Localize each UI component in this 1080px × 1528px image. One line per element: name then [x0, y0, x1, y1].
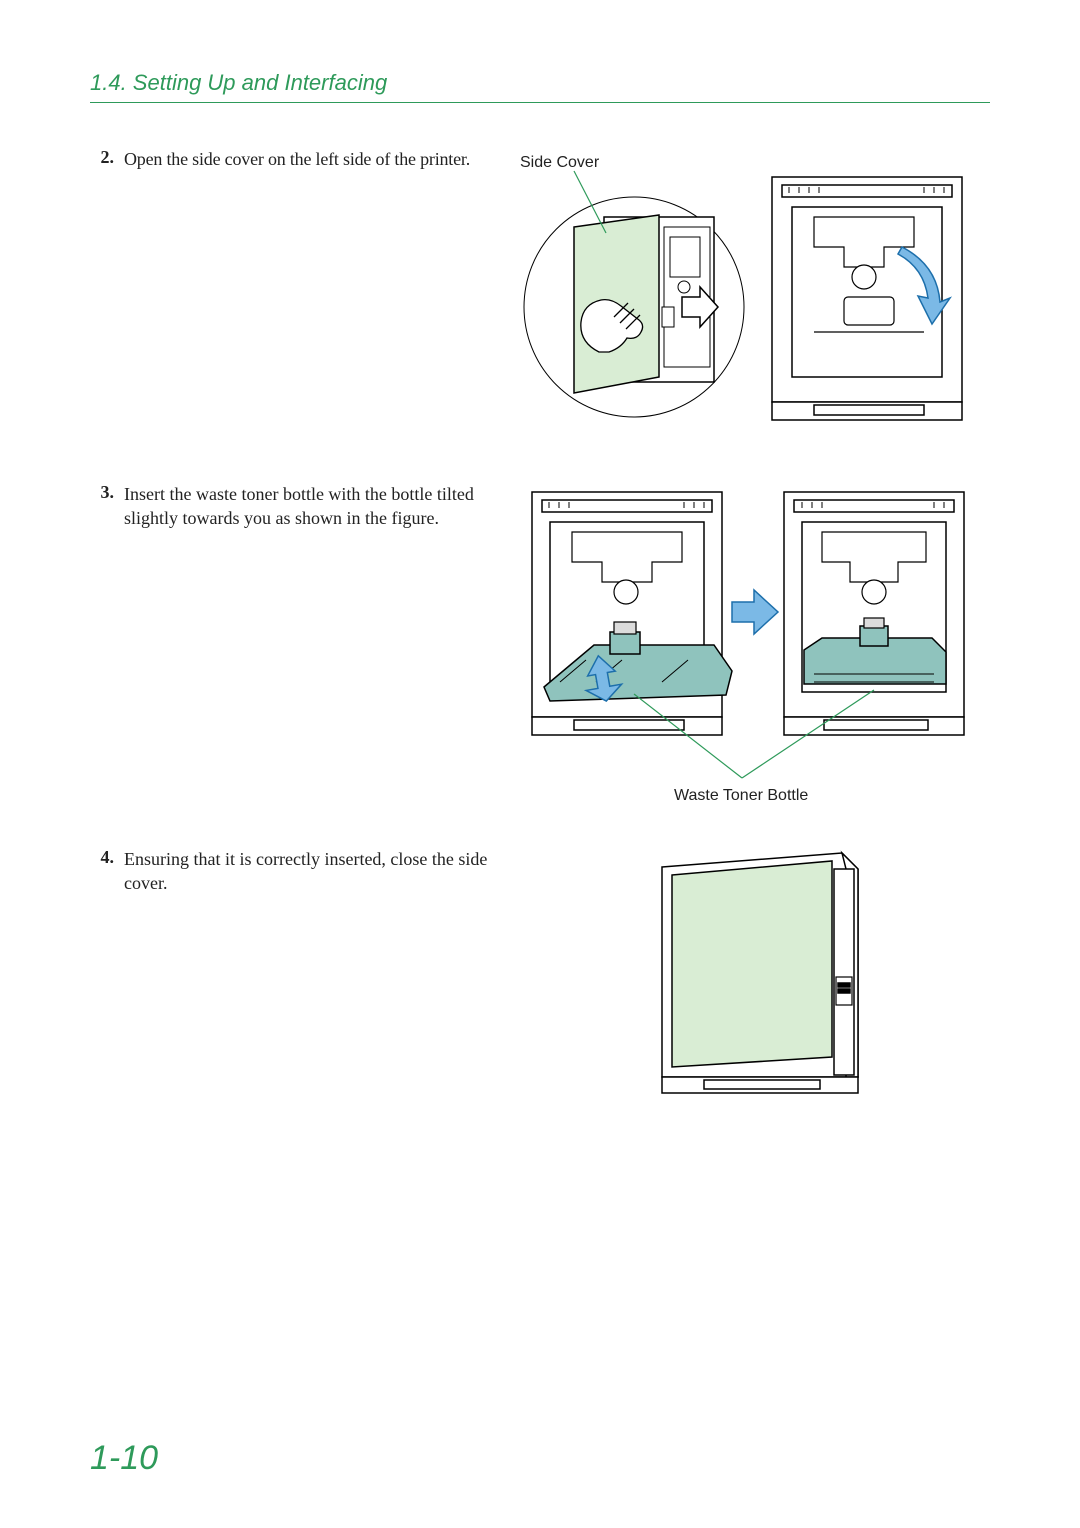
step-figure: Waste Toner Bottle: [514, 482, 990, 827]
close-cover-diagram: [612, 847, 892, 1107]
printer-illustration: [662, 853, 858, 1093]
figure-label: Side Cover: [520, 154, 600, 171]
left-printer-illustration: [524, 171, 744, 417]
step-text: Ensuring that it is correctly inserted, …: [124, 847, 514, 896]
page-number: 1-10: [90, 1439, 158, 1478]
side-cover-diagram: Side Cover: [514, 147, 974, 457]
left-printer-illustration: [532, 492, 732, 735]
section-heading: 1.4. Setting Up and Interfacing: [90, 70, 990, 103]
step-number: 2.: [90, 147, 124, 168]
step-text: Open the side cover on the left side of …: [124, 147, 514, 171]
step: 3. Insert the waste toner bottle with th…: [90, 482, 990, 827]
right-printer-illustration: [772, 177, 962, 420]
manual-page: 1.4. Setting Up and Interfacing 2. Open …: [0, 0, 1080, 1528]
figure-label: Waste Toner Bottle: [674, 787, 808, 804]
step-figure: [514, 847, 990, 1107]
step-number: 4.: [90, 847, 124, 868]
sequence-arrow-icon: [732, 590, 778, 634]
step-figure: Side Cover: [514, 147, 990, 462]
step: 4. Ensuring that it is correctly inserte…: [90, 847, 990, 1107]
step: 2. Open the side cover on the left side …: [90, 147, 990, 462]
step-text: Insert the waste toner bottle with the b…: [124, 482, 514, 531]
side-cover-panel: [672, 861, 832, 1067]
waste-toner-diagram: Waste Toner Bottle: [514, 482, 974, 822]
step-number: 3.: [90, 482, 124, 503]
right-printer-illustration: [784, 492, 964, 735]
